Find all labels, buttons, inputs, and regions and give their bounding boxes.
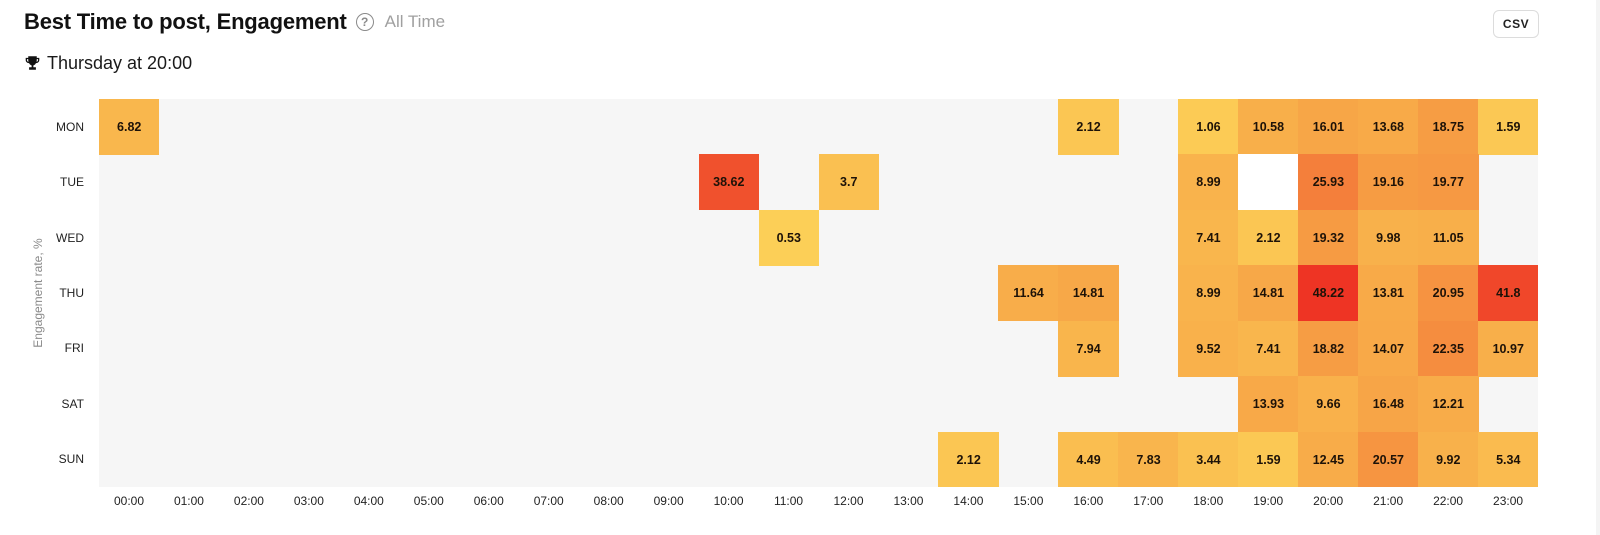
x-axis-label: 02:00 xyxy=(233,494,264,508)
x-axis-label: 01:00 xyxy=(173,494,204,508)
heatmap-cell[interactable]: 9.52 xyxy=(1178,320,1239,377)
x-axis-label: 07:00 xyxy=(533,494,564,508)
heatmap-cell[interactable]: 7.41 xyxy=(1238,320,1299,377)
heatmap-cell[interactable]: 4.49 xyxy=(1058,431,1119,488)
heatmap-cell[interactable]: 9.66 xyxy=(1298,376,1359,433)
y-axis-day-labels: MON TUE WED THU FRI SAT SUN xyxy=(50,99,84,487)
x-axis-label: 12:00 xyxy=(833,494,864,508)
y-axis-label-thu: THU xyxy=(59,285,84,300)
heatmap-cell[interactable]: 48.22 xyxy=(1298,265,1359,322)
x-axis-label: 14:00 xyxy=(953,494,984,508)
heatmap-cell[interactable]: 2.12 xyxy=(938,431,999,488)
heatmap-cell[interactable]: 14.07 xyxy=(1358,320,1419,377)
x-axis-label: 00:00 xyxy=(113,494,145,508)
heatmap-cell[interactable]: 14.81 xyxy=(1238,265,1299,322)
y-axis-label-fri: FRI xyxy=(64,341,84,356)
heatmap-cell[interactable]: 19.77 xyxy=(1418,154,1479,211)
best-time-summary: Thursday at 20:00 xyxy=(24,51,192,75)
y-axis-label-tue: TUE xyxy=(60,175,84,190)
heatmap-cell[interactable]: 1.59 xyxy=(1238,431,1299,488)
heatmap-cell[interactable]: 0.53 xyxy=(758,209,819,266)
x-axis-label: 19:00 xyxy=(1253,494,1284,508)
heatmap-cell[interactable]: 25.93 xyxy=(1298,154,1359,211)
heatmap-cell[interactable]: 13.81 xyxy=(1358,265,1419,322)
heatmap-cell[interactable]: 22.35 xyxy=(1418,320,1479,377)
x-axis-label: 21:00 xyxy=(1373,494,1404,508)
heatmap-cell[interactable]: 38.62 xyxy=(698,154,760,211)
heatmap-cell[interactable] xyxy=(1238,154,1299,211)
heatmap-cell[interactable]: 12.21 xyxy=(1418,376,1479,433)
x-axis-label: 09:00 xyxy=(653,494,684,508)
heatmap-grid: 6.82 2.12 1.06 10.58 16.01 13.68 18.75 1.59 38.6… xyxy=(99,99,1539,488)
heatmap-cell[interactable]: 12.45 xyxy=(1298,431,1359,488)
heatmap-cell[interactable]: 1.59 xyxy=(1478,99,1539,155)
heatmap-cell[interactable]: 9.98 xyxy=(1358,209,1419,266)
heatmap-cell[interactable]: 7.94 xyxy=(1058,320,1119,377)
x-axis-label: 17:00 xyxy=(1133,494,1164,508)
heatmap-cell[interactable]: 11.64 xyxy=(998,265,1059,322)
x-axis-label: 04:00 xyxy=(353,494,384,508)
heatmap-cell[interactable]: 11.05 xyxy=(1418,209,1479,266)
heatmap-cell[interactable]: 20.57 xyxy=(1358,431,1419,488)
x-axis-label: 11:00 xyxy=(773,494,804,508)
heatmap-cell[interactable]: 16.01 xyxy=(1298,99,1359,155)
heatmap-cell[interactable]: 20.95 xyxy=(1418,265,1479,322)
heatmap-cell[interactable]: 18.82 xyxy=(1298,320,1359,377)
heatmap-cell[interactable]: 2.12 xyxy=(1238,209,1299,266)
heatmap-cell[interactable]: 3.7 xyxy=(818,154,879,211)
csv-export-button[interactable]: CSV xyxy=(1493,10,1539,38)
heatmap-cell[interactable]: 13.93 xyxy=(1238,376,1299,433)
x-axis-label: 03:00 xyxy=(293,494,324,508)
heatmap-cell[interactable]: 8.99 xyxy=(1178,154,1239,211)
y-axis-label-mon: MON xyxy=(56,119,84,134)
x-axis-label: 22:00 xyxy=(1433,494,1464,508)
x-axis-label: 20:00 xyxy=(1313,494,1344,508)
heatmap-cell[interactable]: 7.41 xyxy=(1178,209,1239,266)
heatmap-cell[interactable]: 18.75 xyxy=(1418,99,1479,155)
heatmap-cell[interactable]: 1.06 xyxy=(1178,99,1239,155)
heatmap-cell[interactable]: 14.81 xyxy=(1058,265,1119,322)
heatmap-cell[interactable]: 9.92 xyxy=(1418,431,1479,488)
heatmap-cell[interactable]: 3.44 xyxy=(1178,431,1239,488)
y-axis-label-sat: SAT xyxy=(61,396,84,411)
x-axis-label: 18:00 xyxy=(1193,494,1224,508)
x-axis-label: 23:00 xyxy=(1493,494,1524,508)
heatmap-cell[interactable]: 19.16 xyxy=(1358,154,1419,211)
heatmap-cell[interactable]: 7.83 xyxy=(1118,431,1179,488)
y-axis-label-sun: SUN xyxy=(58,452,84,467)
heatmap-cell[interactable]: 19.32 xyxy=(1298,209,1359,266)
y-axis-title: Engagement rate, % xyxy=(31,238,45,348)
x-axis-label: 08:00 xyxy=(593,494,624,508)
heatmap-cell[interactable]: 10.97 xyxy=(1478,320,1539,377)
x-axis-hour-labels: 00:00 01:00 02:00 03:00 04:00 05:00 06:00 07:00… xyxy=(99,494,1538,512)
question-circle-icon[interactable]: ? xyxy=(355,13,374,31)
period-label: All Time xyxy=(384,12,446,31)
heatmap-cell[interactable]: 16.48 xyxy=(1358,376,1419,433)
x-axis-label: 06:00 xyxy=(473,494,504,508)
x-axis-label: 15:00 xyxy=(1013,494,1044,508)
best-time-text: Thursday at 20:00 xyxy=(47,52,193,73)
trophy-icon xyxy=(25,56,40,70)
chart-title: Best Time to post, Engagement xyxy=(24,9,347,34)
x-axis-label: 05:00 xyxy=(413,494,444,508)
heatmap-cell[interactable]: 2.12 xyxy=(1058,99,1119,155)
page-edge xyxy=(1596,0,1600,535)
x-axis-label: 13:00 xyxy=(893,494,924,508)
heatmap-cell[interactable]: 5.34 xyxy=(1478,431,1539,488)
heatmap-cell[interactable]: 8.99 xyxy=(1178,265,1239,322)
x-axis-label: 10:00 xyxy=(713,494,744,508)
heatmap-cell[interactable]: 10.58 xyxy=(1238,99,1299,155)
heatmap-cell[interactable]: 6.82 xyxy=(99,99,160,155)
x-axis-label: 16:00 xyxy=(1073,494,1104,508)
heatmap-cell[interactable]: 13.68 xyxy=(1358,99,1419,155)
heatmap-cell[interactable]: 41.8 xyxy=(1478,265,1539,322)
chart-header: Best Time to post, Engagement ? All Time xyxy=(24,8,445,36)
y-axis-label-wed: WED xyxy=(56,230,84,245)
